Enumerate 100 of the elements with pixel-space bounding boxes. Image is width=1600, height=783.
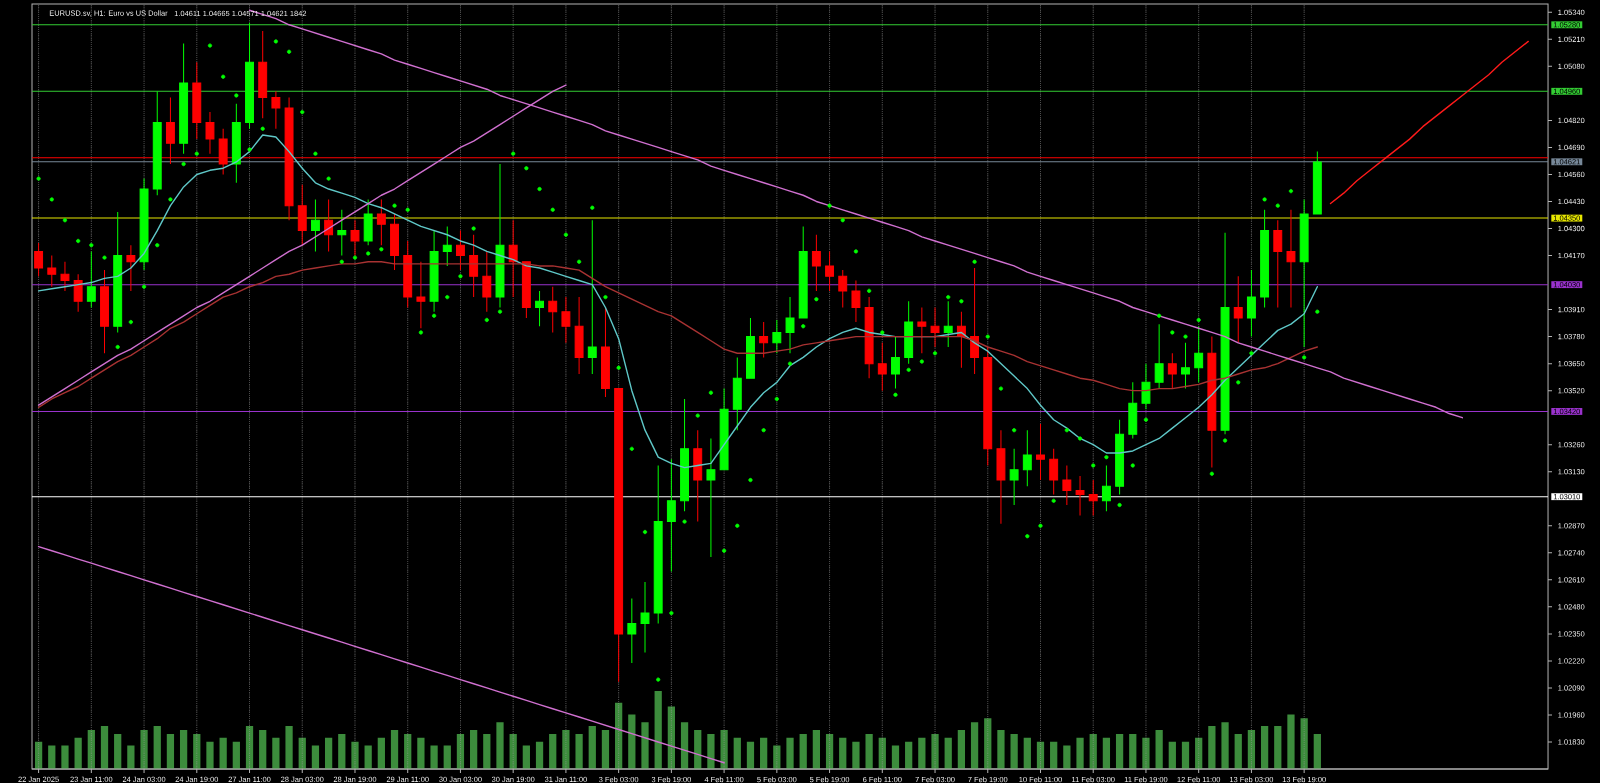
bar [852, 741, 860, 769]
bar [865, 733, 873, 769]
candlestick [271, 90, 281, 130]
bar [1076, 737, 1084, 769]
candlestick [666, 458, 676, 573]
candlestick [231, 103, 241, 184]
bar [1313, 733, 1321, 769]
bar [812, 730, 821, 769]
candlestick [877, 342, 887, 392]
candlestick [614, 388, 624, 683]
candlestick [970, 267, 980, 375]
candlestick [719, 388, 729, 471]
candlestick [1009, 448, 1019, 506]
candlestick [640, 581, 650, 654]
candlestick [864, 296, 874, 379]
bar [720, 730, 728, 769]
bar [680, 722, 689, 769]
candlestick [825, 250, 835, 292]
bar [1050, 741, 1058, 769]
candlestick [179, 43, 189, 155]
candlestick [772, 319, 782, 354]
candlestick [996, 429, 1006, 525]
bar [1115, 733, 1124, 769]
bar [272, 737, 280, 769]
bar [588, 726, 596, 769]
candlestick [1128, 381, 1138, 439]
candlestick [1246, 269, 1256, 338]
bar [311, 745, 320, 769]
bar [1063, 745, 1071, 769]
candlestick [521, 261, 531, 319]
bar [1247, 730, 1256, 769]
bar [918, 737, 926, 769]
bar [127, 745, 135, 769]
bar [1168, 741, 1176, 769]
candlestick [1273, 219, 1283, 309]
bar [430, 745, 438, 769]
bar [1155, 730, 1163, 769]
bar [100, 726, 109, 769]
candlestick [1194, 325, 1204, 383]
candlestick [126, 244, 136, 292]
candlestick [1220, 232, 1230, 435]
candlestick [574, 296, 584, 375]
candlestick [811, 234, 821, 292]
candlestick [627, 598, 637, 664]
candlestick [442, 225, 452, 267]
candlestick [455, 230, 465, 271]
bar [166, 733, 175, 769]
candlestick [1115, 419, 1125, 496]
bar [957, 730, 966, 769]
candlestick [337, 209, 347, 257]
bar [1102, 737, 1111, 769]
candlestick [785, 296, 795, 354]
bar [1023, 737, 1031, 769]
bar [562, 730, 570, 769]
bar [1208, 726, 1216, 769]
bar [575, 733, 583, 769]
bar [1274, 726, 1282, 769]
bar [338, 733, 346, 769]
bar [733, 737, 741, 769]
bar [245, 726, 254, 769]
candlestick [1299, 198, 1309, 348]
candlestick [152, 90, 162, 196]
candlestick [904, 300, 914, 365]
bar [1260, 726, 1269, 769]
candlestick [1062, 465, 1072, 506]
bar [219, 737, 227, 769]
candlestick [390, 213, 399, 271]
bar [417, 737, 425, 769]
candlestick [798, 225, 808, 319]
bar [1234, 733, 1242, 769]
candlestick [205, 111, 215, 155]
candlestick [732, 356, 742, 431]
bar [654, 691, 662, 769]
candlestick [917, 307, 927, 354]
candlestick [297, 184, 307, 246]
bar [891, 745, 900, 769]
bar [140, 730, 148, 769]
bar [496, 722, 504, 769]
bar [931, 733, 939, 769]
candlestick [350, 219, 360, 257]
candlestick [1036, 423, 1045, 481]
bar [1010, 733, 1018, 769]
candlestick [508, 219, 518, 298]
bar [997, 730, 1005, 769]
candlestick [60, 261, 70, 292]
candlestick [1141, 363, 1151, 410]
candlestick [376, 198, 386, 246]
bar [760, 737, 768, 769]
bar [153, 726, 161, 769]
candlestick [1075, 475, 1085, 516]
candlestick [100, 269, 109, 354]
candlestick [851, 279, 861, 323]
bar [1142, 737, 1150, 769]
bar [364, 745, 372, 769]
bar [799, 733, 807, 769]
candlestick [587, 219, 597, 375]
bar [944, 737, 952, 769]
bar [259, 730, 267, 769]
candlestick [482, 250, 492, 313]
bar [839, 737, 847, 769]
